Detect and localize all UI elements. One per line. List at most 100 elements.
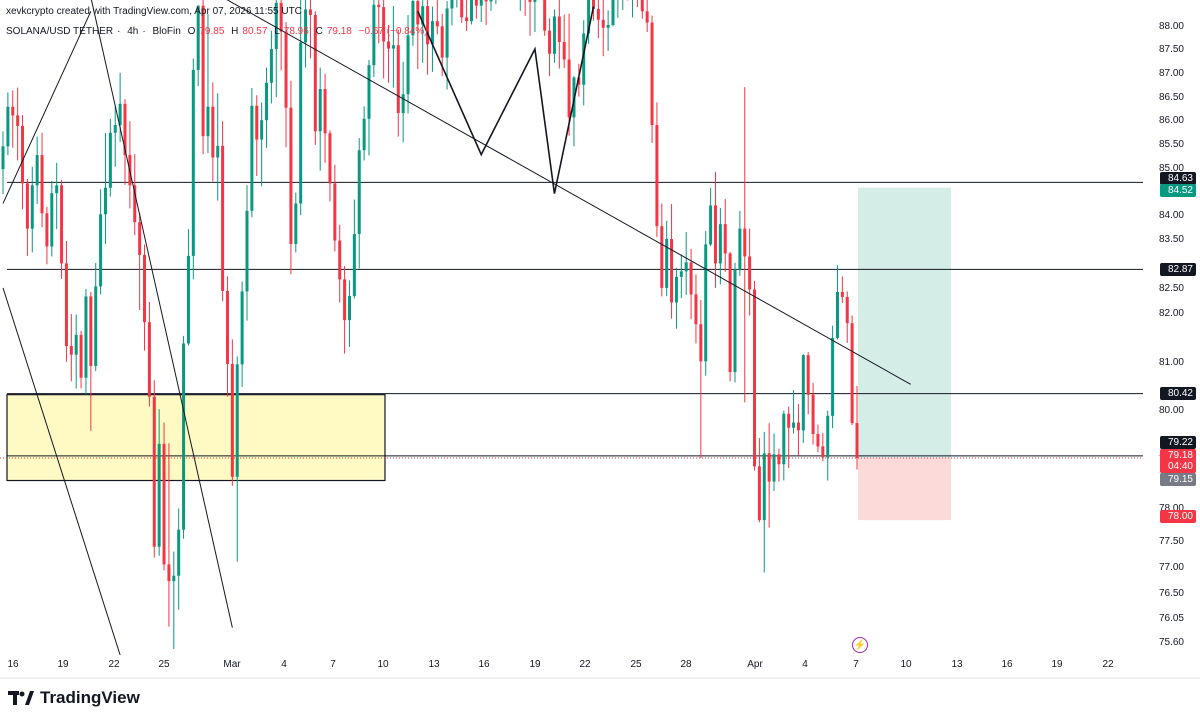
ohlc-open-label: O — [187, 26, 196, 37]
candle-body — [689, 262, 693, 295]
candle-body — [787, 413, 791, 428]
candle-body — [118, 103, 122, 126]
x-tick-label: 25 — [158, 659, 170, 670]
candle-body — [845, 296, 849, 324]
candle-body — [60, 185, 64, 264]
candle-body — [474, 0, 478, 6]
y-tick-label: 82.00 — [1158, 308, 1184, 319]
ohlc-low-label: L — [274, 26, 280, 37]
candle-body — [782, 413, 786, 465]
candle-body — [596, 8, 600, 20]
candle-body — [245, 210, 249, 292]
candle-body — [762, 453, 766, 521]
candle-body — [186, 255, 190, 344]
y-tick-label: 85.50 — [1158, 139, 1184, 150]
candle-body — [704, 244, 708, 362]
price-level-label: 04:40 — [1160, 460, 1196, 473]
author-credit: xevkcrypto created with TradingView.com,… — [6, 6, 302, 17]
candle-body — [308, 9, 312, 16]
candle-body — [528, 0, 532, 2]
y-tick-label: 82.50 — [1158, 283, 1184, 294]
y-tick-label: 86.50 — [1158, 92, 1184, 103]
price-level-label: 79.22 — [1160, 436, 1196, 449]
ohlc-close-label: C — [315, 26, 323, 37]
x-tick-label: 16 — [478, 659, 490, 670]
y-tick-label: 85.00 — [1158, 163, 1184, 174]
candle-body — [323, 89, 327, 134]
ohlc-low-value: 78.96 — [283, 26, 309, 37]
tradingview-logo[interactable]: TradingView — [8, 688, 140, 708]
candle-body — [435, 21, 439, 27]
symbol-name[interactable]: SOLANA/USD TETHER — [6, 26, 114, 37]
ohlc-high-value: 80.57 — [242, 26, 268, 37]
candle-body — [55, 185, 59, 194]
candle-body — [694, 294, 698, 325]
candle-body — [328, 133, 332, 184]
x-tick-label: 22 — [579, 659, 591, 670]
candle-body — [606, 24, 610, 28]
candle-body — [567, 59, 571, 118]
y-tick-label: 87.50 — [1158, 44, 1184, 55]
candle-body — [84, 296, 88, 378]
candle-body — [840, 291, 844, 297]
candle-body — [221, 145, 225, 291]
candle-body — [816, 433, 820, 447]
candle-body — [684, 262, 688, 272]
candle-body — [450, 0, 454, 9]
candle-body — [718, 224, 722, 264]
candle-body — [367, 65, 371, 119]
candle-body — [801, 355, 805, 431]
ohlc-change-value: −0.67 (−0.84%) — [358, 26, 428, 37]
y-tick-label: 78.00 — [1158, 503, 1184, 514]
price-level-label: 84.52 — [1160, 184, 1196, 197]
candle-body — [709, 205, 713, 245]
candle-body — [796, 422, 800, 431]
candle-body — [318, 89, 322, 132]
candle-body — [172, 575, 176, 582]
candle-body — [582, 33, 586, 85]
y-tick-label: 77.00 — [1158, 562, 1184, 573]
ohlc-open-value: 79.85 — [199, 26, 225, 37]
candle-body — [679, 271, 683, 277]
trendline — [2, 287, 121, 656]
candle-body — [777, 454, 781, 465]
candle-body — [343, 279, 347, 321]
x-tick-label: 4 — [281, 659, 287, 670]
candle-body — [552, 16, 556, 54]
y-tick-label: 87.00 — [1158, 68, 1184, 79]
candle-body — [484, 0, 488, 2]
candle-body — [699, 324, 703, 362]
candle-body — [299, 42, 303, 204]
candle-body — [108, 132, 112, 188]
interval-label[interactable]: 4h — [127, 26, 139, 37]
zigzag-pattern — [417, 6, 595, 194]
brand-name: TradingView — [40, 688, 140, 707]
candle-body — [548, 30, 552, 54]
x-tick-label: 19 — [57, 659, 69, 670]
candle-body — [265, 82, 269, 121]
candle-body — [445, 8, 449, 58]
candle-body — [25, 183, 29, 229]
x-tick-label: 19 — [1051, 659, 1063, 670]
candle-body — [826, 415, 830, 458]
candle-body — [533, 0, 537, 2]
candle-body — [479, 0, 483, 6]
candle-body — [406, 35, 410, 95]
candle-body — [430, 21, 434, 45]
y-tick-label: 84.00 — [1158, 210, 1184, 221]
lightning-icon[interactable]: ⚡ — [852, 637, 868, 653]
candle-body — [660, 226, 664, 288]
candle-body — [611, 0, 615, 25]
candle-body — [143, 254, 147, 323]
y-tick-label: 83.50 — [1158, 234, 1184, 245]
exchange-label: BloFin — [152, 26, 181, 37]
position-loss-zone — [858, 457, 951, 521]
candle-body — [377, 4, 381, 8]
candle-body — [601, 19, 605, 28]
candle-body — [460, 0, 464, 18]
candle-body — [206, 106, 210, 137]
candle-body — [713, 205, 717, 264]
trendline — [226, 0, 911, 385]
candle-body — [167, 564, 171, 582]
